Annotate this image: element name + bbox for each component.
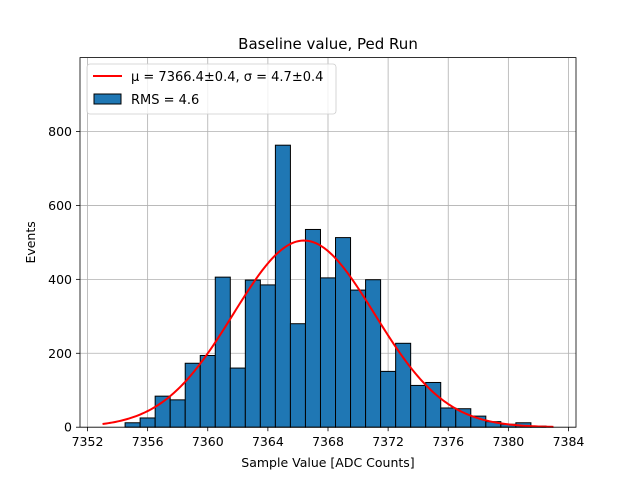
histogram-bar <box>380 370 397 428</box>
y-tick-label: 0 <box>64 420 72 435</box>
histogram-bar <box>440 407 457 428</box>
x-tick-label: 7360 <box>192 434 224 449</box>
x-tick-label: 7352 <box>72 434 104 449</box>
x-axis-ticks: 7352 7356 7360 7364 7368 7372 7376 7380 7384 <box>72 427 585 449</box>
histogram-bar <box>139 417 156 428</box>
y-axis-title: Events <box>23 221 38 263</box>
legend-rms-swatch <box>93 93 122 105</box>
histogram-bars <box>124 144 547 428</box>
y-tick-label: 400 <box>48 272 72 287</box>
x-axis-title: Sample Value [ADC Counts] <box>241 455 414 470</box>
histogram-bar <box>274 144 291 428</box>
histogram-bar <box>169 399 186 428</box>
chart-title: Baseline value, Ped Run <box>238 35 418 53</box>
x-tick-label: 7368 <box>312 434 344 449</box>
histogram-bar <box>244 279 261 428</box>
legend-box <box>86 63 337 115</box>
histogram-bar <box>214 276 231 428</box>
histogram-bar <box>410 384 427 428</box>
x-tick-label: 7384 <box>553 434 585 449</box>
histogram-bar <box>229 367 246 428</box>
gaussian-fit-curve <box>102 239 554 428</box>
histogram-bar <box>425 381 442 428</box>
histogram-bar <box>289 323 306 428</box>
histogram-bar <box>124 422 141 428</box>
x-tick-label: 7376 <box>432 434 464 449</box>
histogram-bar <box>350 289 367 428</box>
histogram-bar <box>304 228 321 428</box>
x-tick-label: 7380 <box>492 434 524 449</box>
y-tick-label: 200 <box>48 346 72 361</box>
x-tick-label: 7356 <box>132 434 164 449</box>
x-tick-label: 7372 <box>372 434 404 449</box>
histogram-bar <box>319 277 337 428</box>
legend-rms-label: RMS = 4.6 <box>131 93 199 108</box>
legend-fit-label: μ = 7366.4±0.4, σ = 4.7±0.4 <box>131 70 323 85</box>
x-tick-label: 7364 <box>252 434 284 449</box>
histogram-bar <box>199 354 216 428</box>
histogram-bar <box>259 284 276 428</box>
y-tick-label: 800 <box>48 124 72 139</box>
legend: μ = 7366.4±0.4, σ = 4.7±0.4 RMS = 4.6 <box>86 63 337 115</box>
y-tick-label: 600 <box>48 198 72 213</box>
y-axis-ticks: 0 200 400 600 800 <box>48 124 80 435</box>
